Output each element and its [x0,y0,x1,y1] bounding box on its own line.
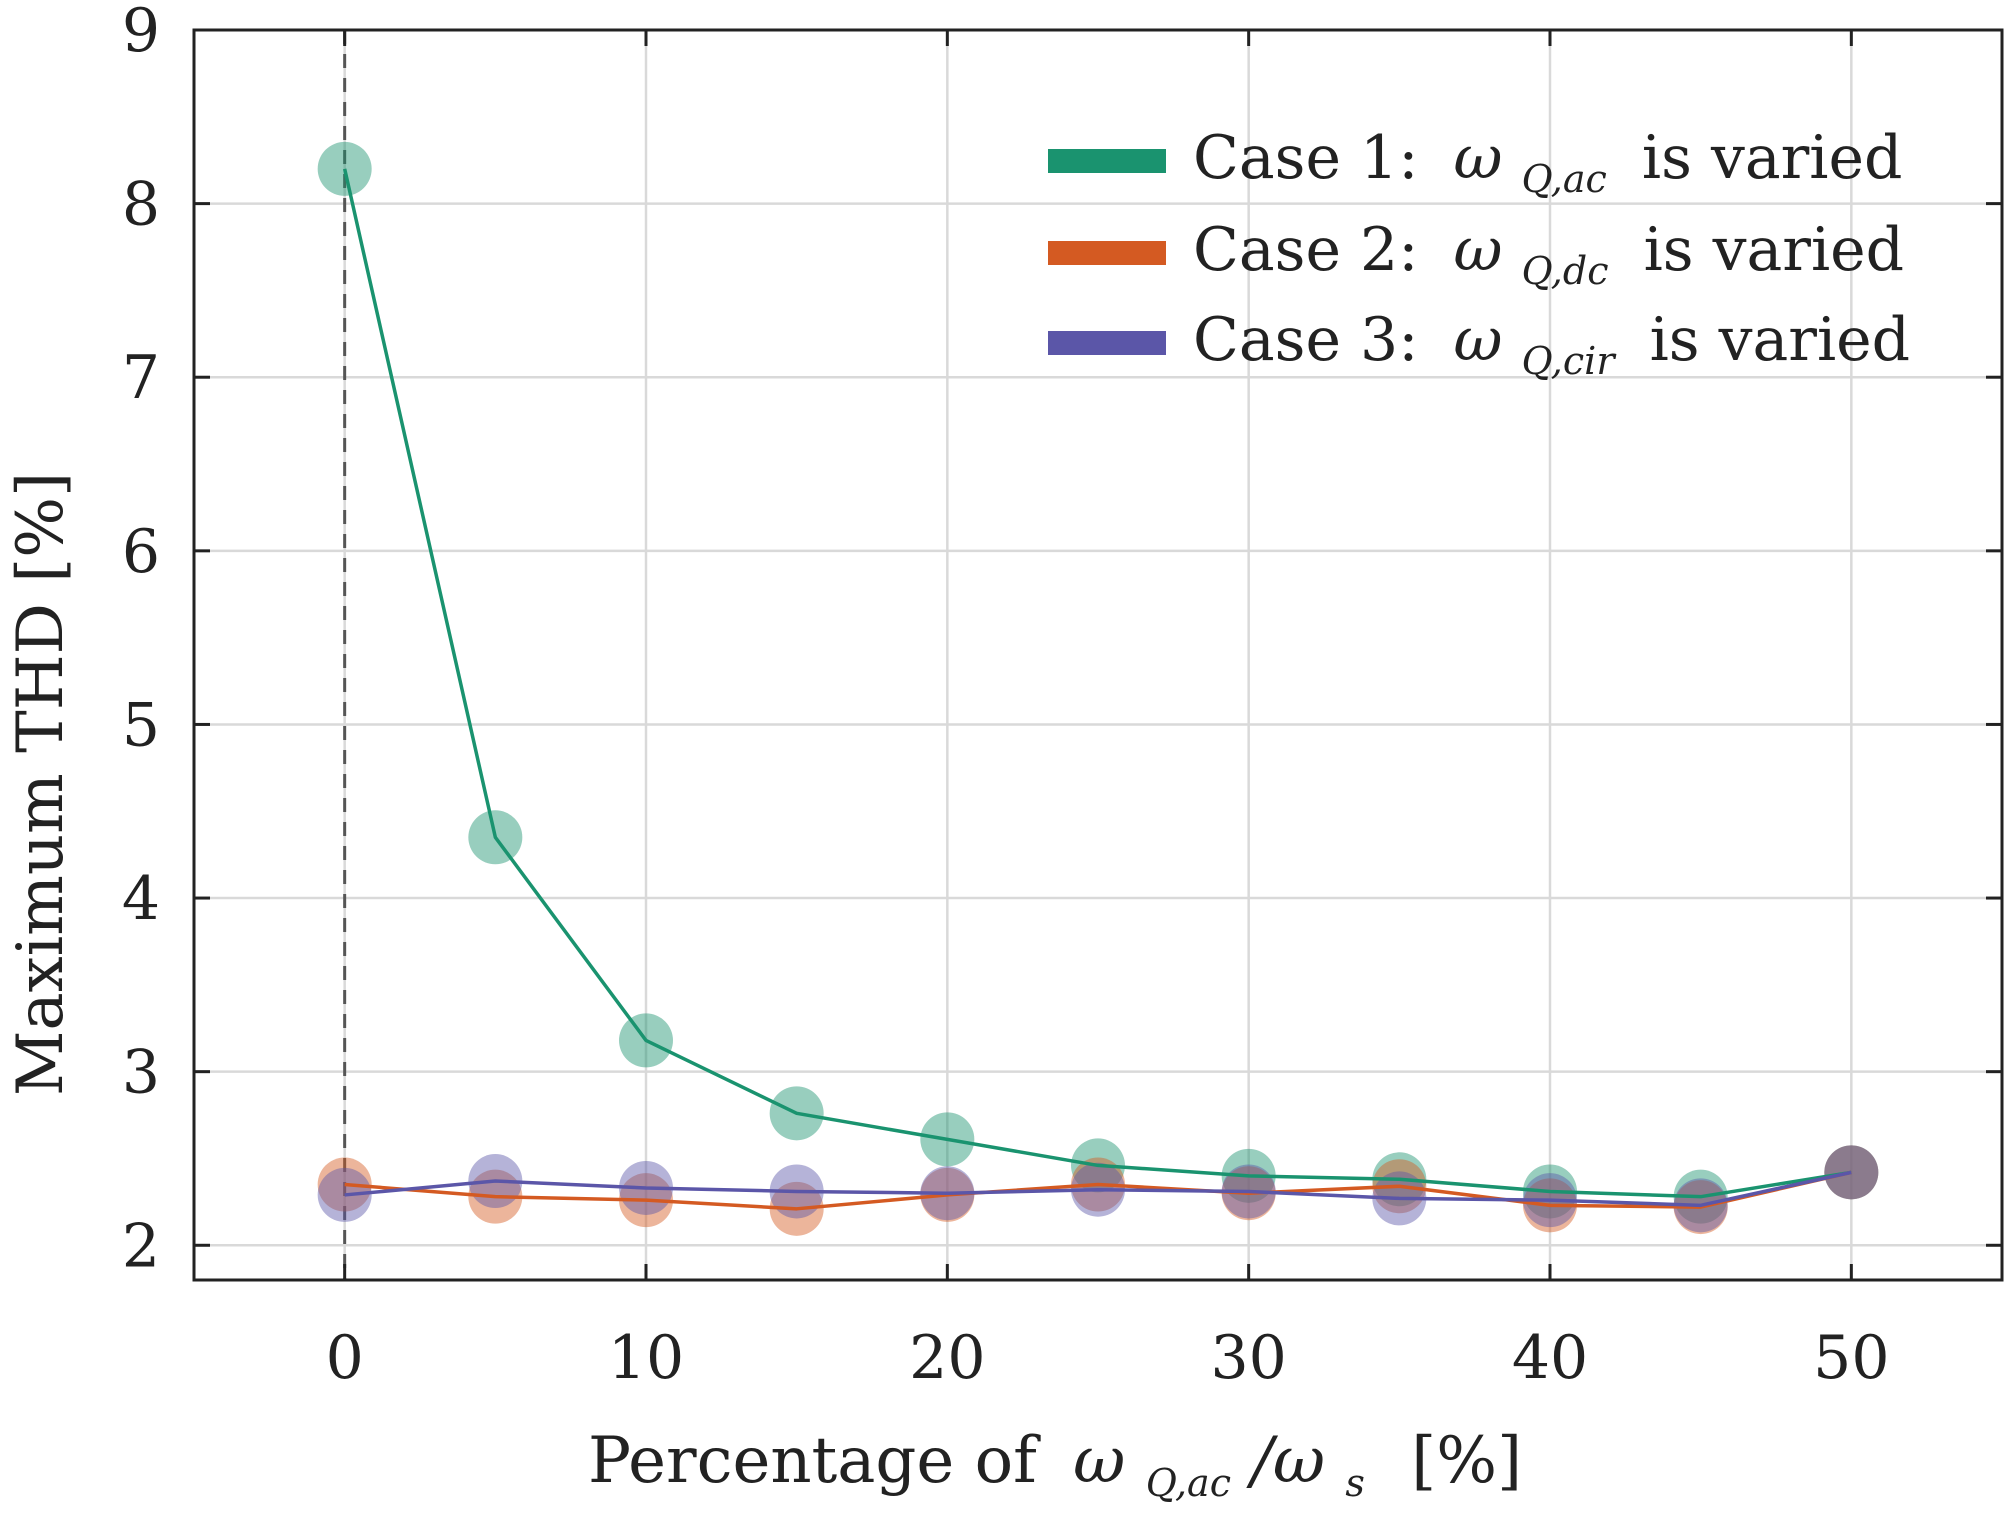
y-tick-label: 2 [122,1211,160,1281]
legend-label-case-2: Case 2: ω Q,dc is varied [1193,215,1904,299]
legend-label-case-1-suffix: is varied [1642,123,1903,193]
y-tick-label: 3 [122,1038,160,1108]
series-1-markers [317,141,1879,1224]
legend-label-case-1-prefix: Case 1: [1193,123,1418,193]
legend-label-case-2-suffix: is varied [1644,215,1905,285]
x-axis-title-slash: /ω [1245,1424,1325,1498]
legend-label-case-3-suffix: is varied [1650,305,1911,375]
legend-label-case-1-sub: Q,ac [1522,157,1607,201]
x-axis-title-sub2: s [1345,1461,1365,1505]
plot-frame [192,28,2004,1282]
legend-label-case-1-omega: ω [1454,123,1503,193]
x-tick-label: 50 [1813,1323,1889,1393]
x-axis-title-unit: [%] [1411,1424,1522,1498]
y-tick-label: 4 [122,864,160,934]
series-2-line [344,1170,1852,1211]
y-axis-title: Maximum THD [%] [4,472,78,1096]
x-tick-label: 10 [608,1323,684,1393]
legend-label-case-3-sub: Q,cir [1522,339,1618,383]
legend-label-case-3-prefix: Case 3: [1193,305,1418,375]
legend-entry-case-2: Case 2: ω Q,dc is varied [1048,215,1904,299]
legend-label-case-2-sub: Q,dc [1522,249,1609,293]
y-tick-label: 5 [122,690,160,760]
legend-label-case-2-omega: ω [1454,215,1503,285]
x-axis-title-prefix: Percentage of [588,1424,1041,1498]
x-tick-label: 20 [909,1323,985,1393]
series-3-line [344,1170,1852,1208]
x-axis-title: Percentage of ω Q,ac /ω s [%] [588,1424,1522,1512]
x-tick-label: 0 [326,1323,364,1393]
y-tick-label: 8 [122,170,160,240]
series-layer [317,141,1879,1236]
legend-swatch-case-2 [1048,241,1166,265]
x-axis-title-sub: Q,ac [1146,1461,1231,1505]
series-1-line [342,168,1852,1199]
legend-swatch-case-1 [1048,149,1166,173]
x-tick-label: 30 [1210,1323,1286,1393]
legend-label-case-1: Case 1: ω Q,ac is varied [1193,123,1902,207]
legend-label-case-2-prefix: Case 2: [1193,215,1418,285]
legend: Case 1: ω Q,ac is varied Case 2: ω Q,dc … [1048,123,1910,389]
legend-entry-case-3: Case 3: ω Q,cir is varied [1048,305,1910,389]
y-tick-label: 9 [122,0,160,66]
ticks: 0 10 20 30 40 50 2 3 4 5 6 7 8 9 [122,0,2002,1393]
x-tick-label: 40 [1512,1323,1588,1393]
x-axis-title-omega: ω [1073,1424,1125,1498]
y-tick-label: 6 [122,517,160,587]
legend-entry-case-1: Case 1: ω Q,ac is varied [1048,123,1902,207]
legend-label-case-3-omega: ω [1454,305,1503,375]
legend-swatch-case-3 [1048,331,1166,355]
y-tick-label: 7 [122,343,160,413]
legend-label-case-3: Case 3: ω Q,cir is varied [1193,305,1910,389]
